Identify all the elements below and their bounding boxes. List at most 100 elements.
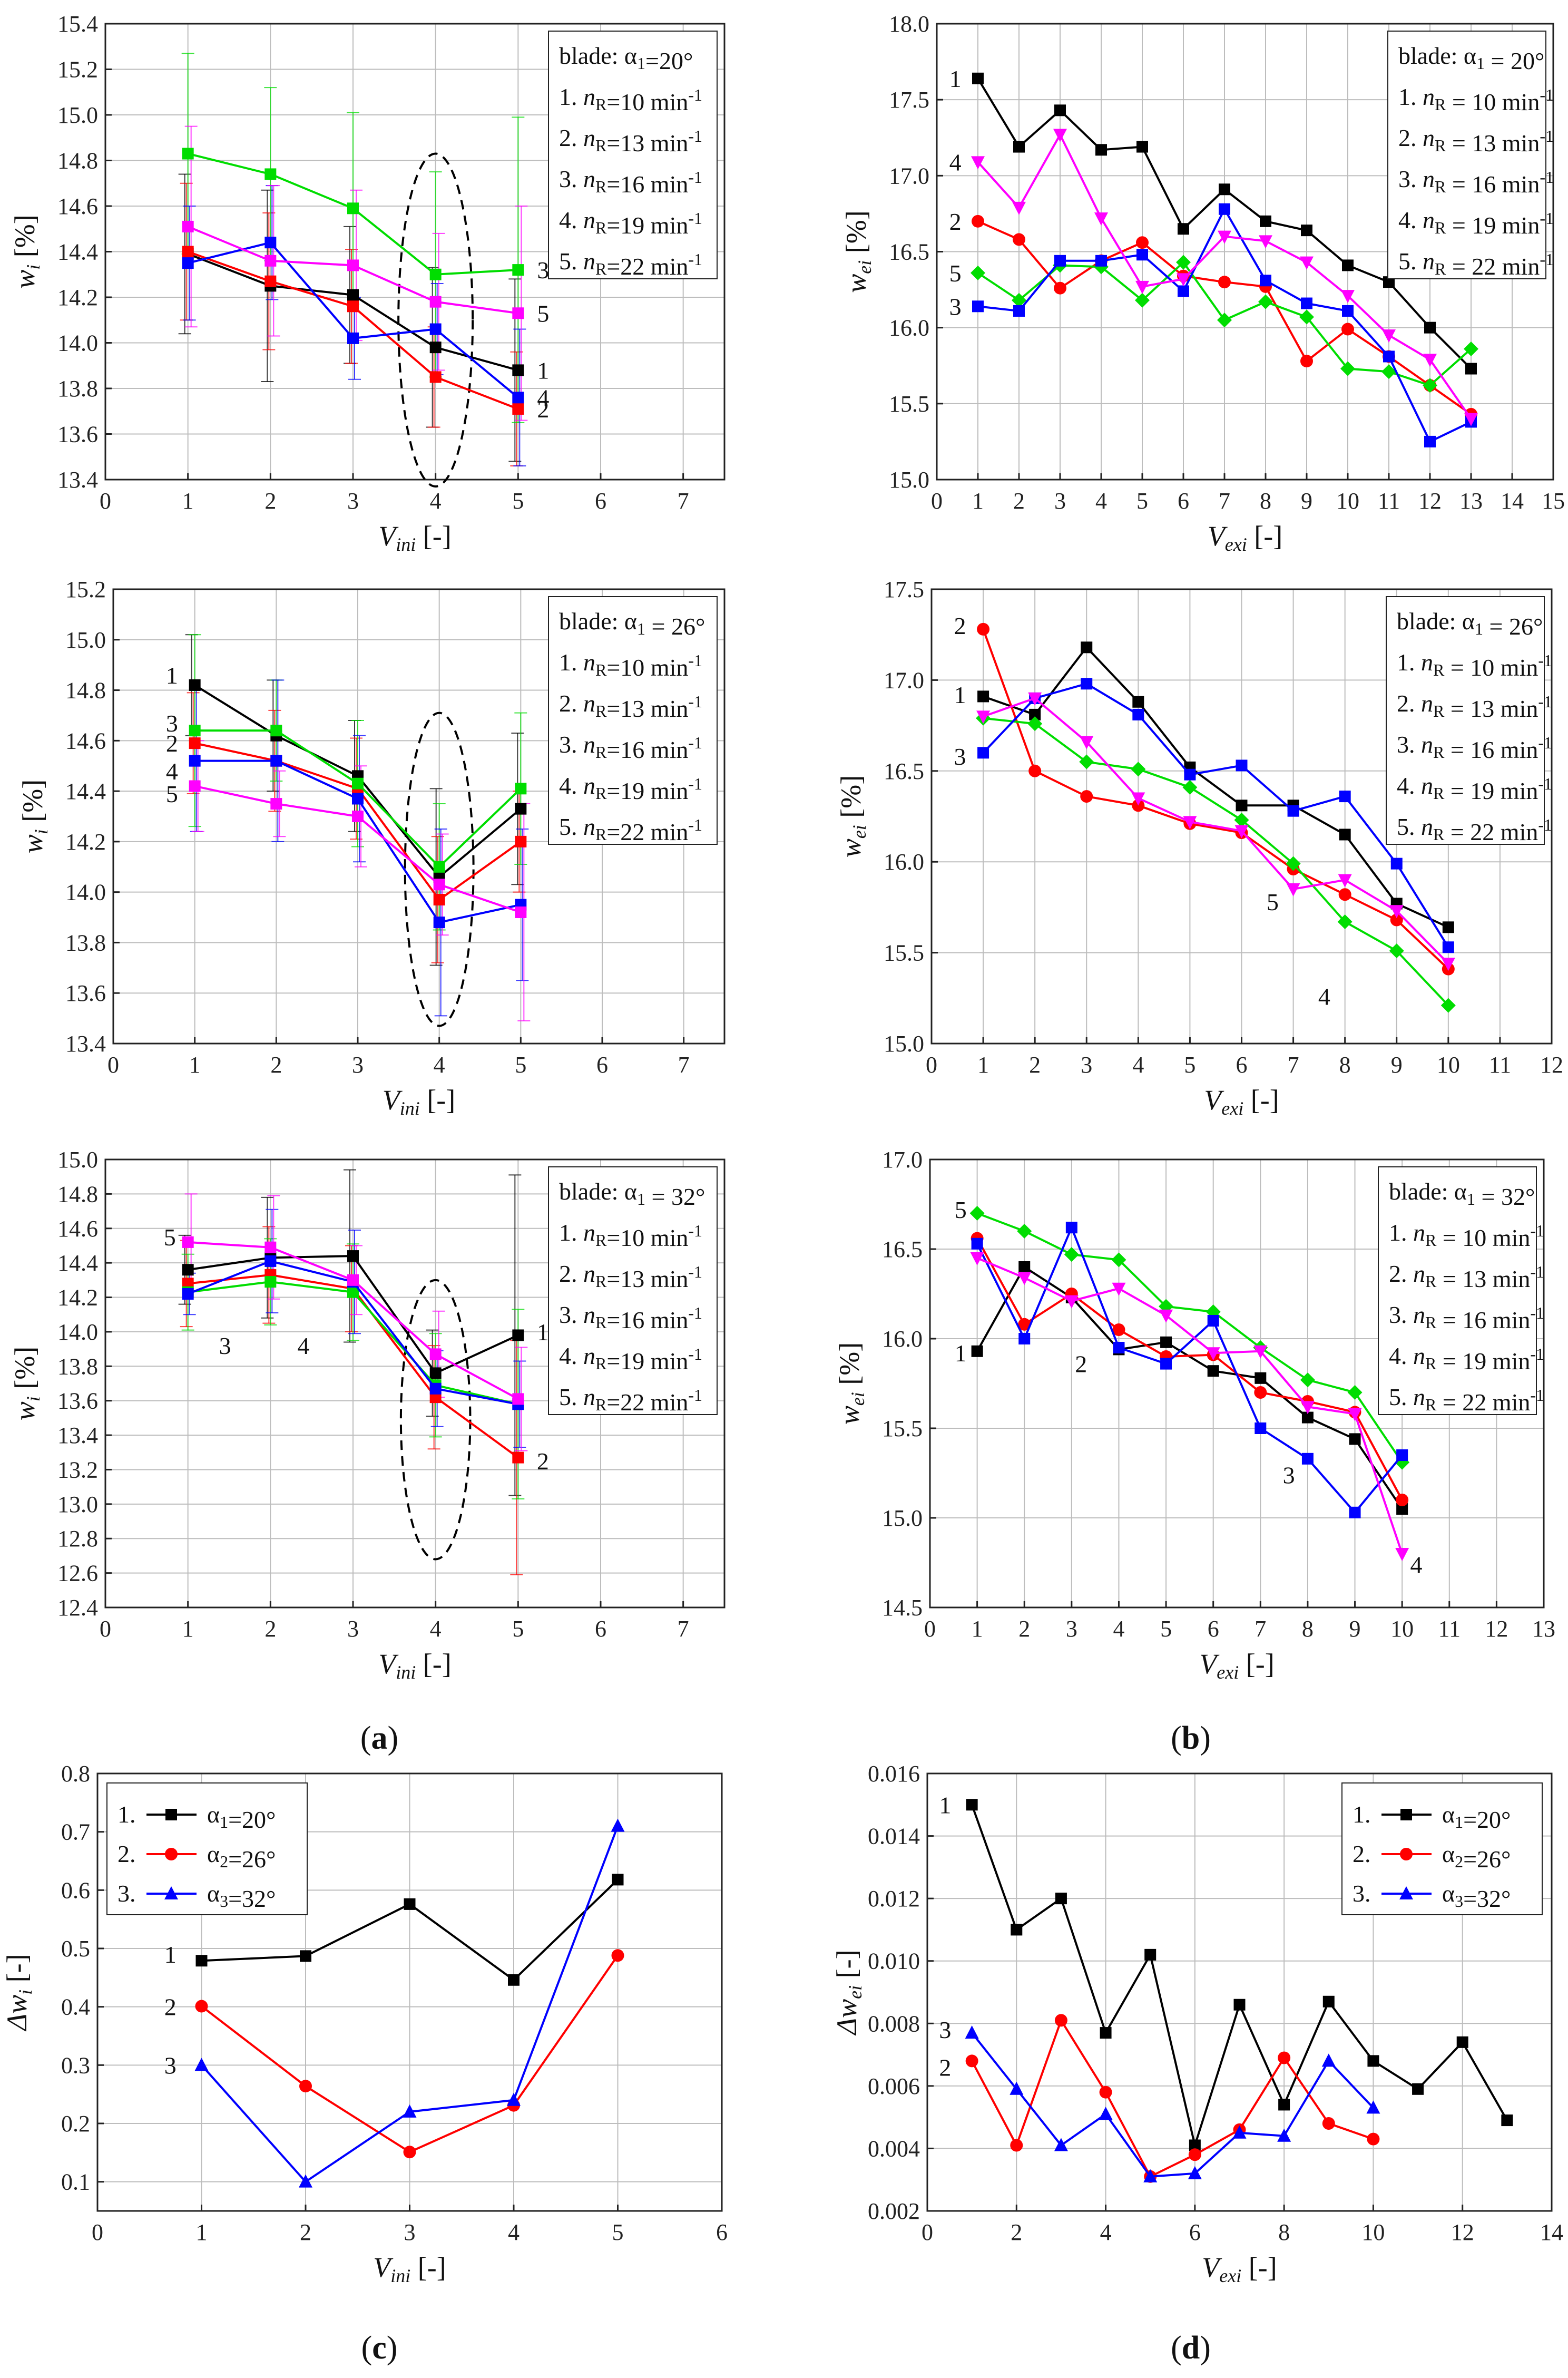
x-tick-label: 4 — [1100, 2219, 1112, 2245]
y-tick-label: 0.014 — [868, 1824, 920, 1849]
legend-entry-exp: -1 — [1538, 733, 1552, 752]
x-tick-label: 3 — [1081, 1052, 1092, 1078]
x-tick-label: 7 — [1255, 1616, 1266, 1642]
chart-b32: 0 1 2 3 4 5 6 7 8 9 10 11 12 1314.515.015.516.016.517… — [834, 1147, 1555, 1683]
series-label: 1 — [537, 357, 549, 384]
legend-entry-txt: 2. — [1398, 124, 1423, 151]
data-point-3 — [1111, 1252, 1126, 1268]
data-point-3 — [264, 168, 277, 180]
data-point-5 — [1389, 905, 1404, 919]
legend-entry-n: n — [1413, 1219, 1425, 1246]
y-tick-label: 15.0 — [882, 1505, 923, 1531]
legend-entry-txt: = 22 — [1436, 1389, 1492, 1416]
legend-entry-R: R — [595, 1272, 607, 1291]
legend-entry-R: R — [1435, 259, 1446, 278]
legend-entry-exp: -1 — [688, 1344, 702, 1363]
legend-entry-n: n — [1413, 1301, 1425, 1328]
data-point-2 — [972, 215, 984, 228]
data-point-1 — [195, 1955, 208, 1967]
data-point-1 — [1055, 1893, 1067, 1905]
legend-box — [1386, 596, 1545, 845]
series-label: 5 — [164, 1224, 176, 1251]
panel-caption: (c) — [361, 2330, 398, 2366]
y-axis-label: wei [%] — [840, 210, 875, 293]
x-tick-label: 8 — [1302, 1616, 1314, 1642]
legend-entry-n: n — [583, 649, 595, 676]
legend-entry-txt: = 22 — [1444, 818, 1500, 845]
y-tick-label: 13.4 — [57, 1422, 98, 1448]
data-point-1 — [1160, 1336, 1172, 1348]
legend-title: blade: α1 = 32° — [1389, 1178, 1535, 1210]
data-point-2 — [1254, 1386, 1267, 1399]
legend-entry-min: min — [651, 89, 689, 115]
series-line-3 — [976, 1212, 1403, 1463]
y-axis-label-rest: [%] — [17, 779, 48, 829]
data-point-3 — [1099, 2107, 1113, 2120]
data-point-4 — [1013, 305, 1025, 317]
x-tick-label: 6 — [1208, 1616, 1219, 1642]
legend-title: blade: α1 = 32° — [559, 1178, 705, 1210]
x-axis-label-rest: [-] — [420, 1084, 455, 1116]
data-point-1 — [1339, 829, 1351, 841]
legend-number: 2. — [117, 1840, 136, 1867]
x-axis-label: Vini [-] — [383, 1084, 455, 1119]
y-tick-label: 0.8 — [61, 1761, 90, 1787]
legend-entry-txt: =32° — [1463, 1885, 1511, 1912]
legend-marker — [1400, 1809, 1412, 1820]
data-point-4 — [977, 747, 989, 759]
legend-entry: 1. nR=10 min-1 — [559, 83, 702, 115]
data-point-5 — [347, 259, 359, 271]
legend-entry-txt: = 16 — [1444, 736, 1500, 763]
y-axis-label: wi [%] — [17, 779, 52, 854]
y-axis-label-sub: i — [23, 265, 44, 270]
x-tick-label: 5 — [512, 1616, 524, 1642]
data-point-2 — [182, 246, 194, 258]
caption-close: ) — [1200, 2330, 1211, 2366]
legend-box — [548, 31, 718, 279]
legend-entry-min: min — [651, 1389, 689, 1416]
legend-entry-alpha: α — [1442, 1880, 1455, 1907]
data-point-3 — [512, 264, 524, 276]
legend-entry-txt: = 16 — [1446, 171, 1502, 198]
y-tick-label: 13.4 — [65, 1031, 106, 1057]
legend-entry-min: min — [1493, 1307, 1531, 1333]
legend-entry-exp: -1 — [1530, 1303, 1544, 1322]
data-point-4 — [1260, 275, 1271, 287]
legend-entry-alpha-sub: 1 — [1455, 1812, 1463, 1831]
data-point-4 — [182, 257, 194, 269]
legend-box — [548, 596, 718, 845]
legend-entry-txt: =32° — [228, 1885, 276, 1912]
legend-number: 3. — [1353, 1880, 1371, 1907]
legend-entry-min: min — [1502, 253, 1540, 280]
x-tick-label: 6 — [595, 488, 606, 514]
data-point-2 — [433, 894, 445, 906]
legend-title-alpha-sub: 1 — [637, 54, 645, 73]
legend-entry: 3. nR=16 min-1 — [559, 165, 702, 198]
data-point-3 — [1300, 1372, 1315, 1388]
legend-entry-n: n — [1421, 772, 1433, 799]
y-tick-label: 17.0 — [884, 667, 924, 693]
legend-title-txt: blade: — [559, 1178, 624, 1205]
legend-entry-R: R — [595, 1231, 607, 1250]
y-tick-label: 15.0 — [57, 102, 98, 128]
legend-title-alpha: α — [624, 608, 637, 635]
y-tick-label: 14.0 — [57, 1319, 98, 1345]
data-point-2 — [1278, 2051, 1291, 2064]
series-label: 1 — [166, 662, 178, 689]
highlight-ellipse — [397, 152, 474, 488]
data-point-3 — [1234, 812, 1249, 827]
y-tick-label: 15.5 — [882, 1416, 923, 1441]
legend-entry-exp: -1 — [688, 1221, 702, 1240]
y-tick-label: 18.0 — [889, 11, 929, 37]
y-axis-label-main: w — [9, 270, 41, 289]
legend-entry-exp: -1 — [1540, 85, 1554, 104]
x-tick-label: 7 — [678, 1052, 690, 1078]
y-tick-label: 17.5 — [884, 577, 924, 602]
data-point-1 — [182, 1264, 194, 1276]
data-point-5 — [1135, 280, 1149, 294]
legend-entry-n: n — [1423, 165, 1435, 192]
x-tick-label: 7 — [1219, 488, 1230, 514]
x-axis-label-main: V — [373, 2252, 394, 2283]
legend-entry-txt: =10 — [606, 89, 650, 115]
legend-entry-R: R — [1425, 1395, 1437, 1414]
